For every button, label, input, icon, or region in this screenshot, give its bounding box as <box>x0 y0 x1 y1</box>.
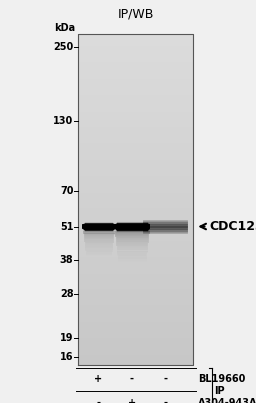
Text: CDC123: CDC123 <box>209 220 256 233</box>
Text: +: + <box>94 374 103 384</box>
Text: kDa: kDa <box>54 23 76 33</box>
Text: -: - <box>163 398 167 403</box>
Text: A304-943A: A304-943A <box>198 398 256 403</box>
Text: 28: 28 <box>60 289 73 299</box>
Text: 130: 130 <box>53 116 73 126</box>
Text: 51: 51 <box>60 222 73 231</box>
Text: -: - <box>97 398 101 403</box>
Text: IP: IP <box>215 386 225 396</box>
Text: 250: 250 <box>53 42 73 52</box>
Text: IP/WB: IP/WB <box>118 7 154 20</box>
Text: +: + <box>128 398 136 403</box>
Text: BL19660: BL19660 <box>198 374 246 384</box>
Text: -: - <box>163 374 167 384</box>
Text: 19: 19 <box>60 333 73 343</box>
Text: -: - <box>130 374 134 384</box>
Text: 38: 38 <box>60 255 73 265</box>
Text: 70: 70 <box>60 186 73 196</box>
Text: 16: 16 <box>60 352 73 362</box>
